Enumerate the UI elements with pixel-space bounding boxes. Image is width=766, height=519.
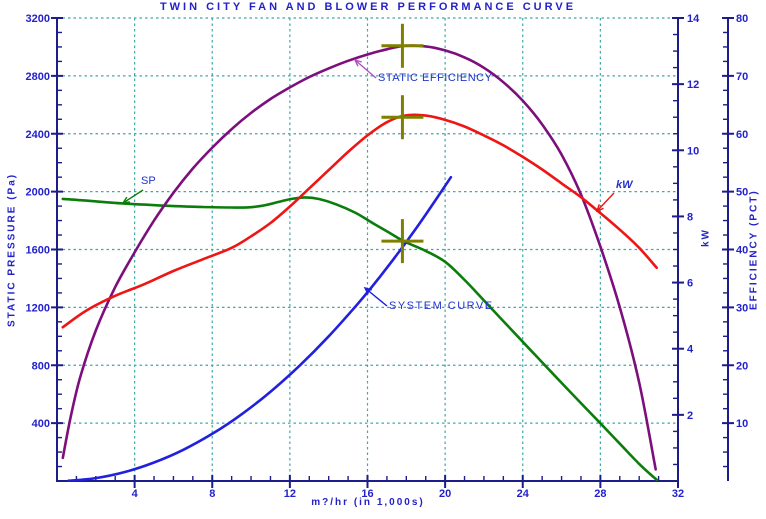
tick-label: 20 [736, 360, 748, 372]
tick-label: 400 [32, 418, 50, 430]
tick-label: 8 [209, 488, 215, 500]
system-curve-label: SYSTEM CURVE [389, 300, 494, 312]
tick-label: 20 [439, 488, 451, 500]
tick-label: 4 [687, 344, 694, 356]
sp-label-arrow [121, 189, 144, 204]
kw-label-arrow [595, 192, 615, 213]
tick-label: 8 [687, 211, 693, 223]
tick-label: 12 [687, 79, 699, 91]
tick-label: 60 [736, 129, 748, 141]
tick-label: 800 [32, 360, 50, 372]
tick-label: 80 [736, 13, 748, 25]
duty-point [381, 219, 424, 264]
static-efficiency-curve-label: STATIC EFFICIENCY [378, 72, 493, 84]
tick-label: 6 [687, 278, 693, 290]
tick-label: 12 [284, 488, 296, 500]
tick-label: 10 [736, 418, 748, 430]
tick-label: 4 [132, 488, 139, 500]
efficiency-axis-title: EFFICIENCY (PCT) [748, 189, 760, 310]
tick-label: 1600 [26, 245, 50, 257]
static-efficiency-label-arrow [353, 58, 377, 79]
system-curve-curve [67, 175, 453, 482]
chart-title: TWIN CITY FAN AND BLOWER PERFORMANCE CUR… [159, 1, 577, 13]
tick-label: 2 [687, 410, 693, 422]
kw-axis-title: kW [700, 228, 712, 248]
efficiency-operating-point [381, 23, 424, 68]
pressure-axis-title: STATIC PRESSURE (Pa) [6, 172, 18, 327]
tick-label: 16 [361, 488, 373, 500]
tick-label: 1200 [26, 302, 50, 314]
axes [51, 17, 734, 488]
kw-operating-point [381, 95, 424, 140]
tick-label: 10 [687, 145, 699, 157]
tick-label: 2000 [26, 187, 50, 199]
static-efficiency-curve [61, 44, 657, 471]
tick-label: 50 [736, 187, 748, 199]
tick-label: 2400 [26, 129, 50, 141]
tick-label: 2800 [26, 71, 50, 83]
tick-labels: 4008001200160020002400280032002468101214… [26, 13, 749, 500]
gridlines [57, 17, 678, 481]
tick-label: 3200 [26, 13, 50, 25]
kw-curve [61, 113, 658, 329]
tick-label: 40 [736, 245, 748, 257]
tick-label: 32 [672, 488, 684, 500]
kw-curve-label: kW [616, 179, 633, 191]
tick-label: 70 [736, 71, 748, 83]
tick-label: 14 [687, 13, 700, 25]
tick-label: 24 [517, 488, 530, 500]
x-axis-title: m?/hr (in 1,000s) [311, 497, 425, 508]
system-curve-label-arrow [363, 286, 388, 307]
sp-curve-label: SP [141, 175, 156, 187]
crosshair-markers [381, 23, 424, 264]
sp-curve [61, 196, 658, 482]
tick-label: 30 [736, 302, 748, 314]
tick-label: 28 [594, 488, 606, 500]
